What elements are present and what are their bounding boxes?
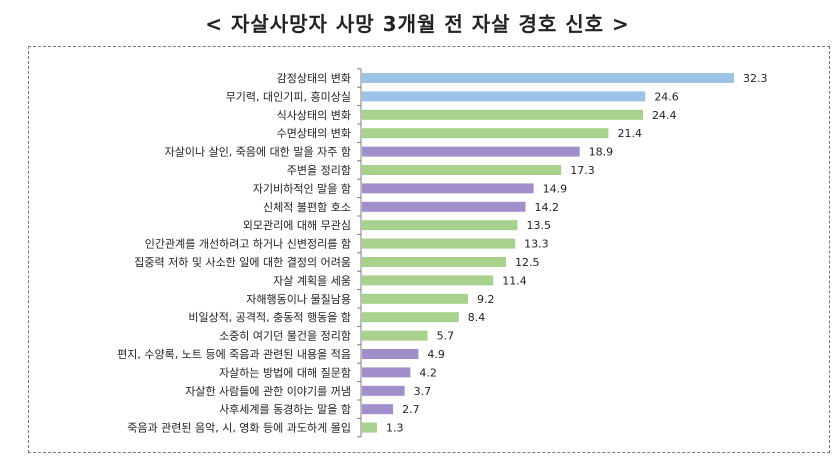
bar [362,128,609,139]
data-label: 14.2 [535,201,560,214]
category-label: 수면상태의 변화 [277,127,351,140]
bar [362,165,562,175]
category-label: 감정상태의 변화 [277,72,351,85]
bar [362,385,405,396]
data-label: 12.5 [515,256,540,269]
data-label: 11.4 [502,274,527,287]
category-label: 자해행동이나 물질남용 [246,292,351,306]
chart-frame: 감정상태의 변화 32.3 무기력, 대인기피, 흥미상실 24.6 식사상태의 변화 2… [28,46,830,453]
data-label: 13.3 [524,238,549,251]
bar [362,275,494,286]
category-label: 외모관리에 대해 무관심 [243,218,351,232]
bar [362,404,394,415]
data-label: 18.9 [589,146,614,159]
bar [362,422,377,433]
category-label: 편지, 수양록, 노트 등에 죽음과 관련된 내용을 적음 [117,348,351,361]
data-label: 24.6 [654,90,679,103]
bar [362,349,419,359]
data-label: 32.3 [743,72,768,85]
data-label: 3.7 [414,385,432,398]
category-label: 집중력 저하 및 사소한 일에 대한 결정의 어려움 [134,255,351,269]
bar [362,146,580,157]
data-label: 9.2 [477,293,495,306]
data-label: 2.7 [402,403,420,416]
data-label: 17.3 [570,164,595,177]
category-label: 신체적 불편함 호소 [263,201,351,214]
category-label: 자살이나 살인, 죽음에 대한 말을 자주 함 [165,146,351,159]
data-label: 13.5 [526,219,551,232]
bar [362,109,644,120]
category-label: 인간관계를 개선하려고 하거나 신변정리를 함 [145,237,351,251]
bar [362,220,518,231]
category-label: 죽음과 관련된 음악, 시, 영화 등에 과도하게 몰입 [127,421,351,435]
category-label: 무기력, 대인기피, 흥미상실 [226,89,351,103]
data-label: 4.2 [419,366,437,379]
data-label: 1.3 [386,422,404,435]
bar [362,293,468,304]
category-label: 식사상태의 변화 [277,109,351,122]
chart-title: < 자살사망자 사망 3개월 전 자살 경호 신호 > [205,12,630,36]
bar [362,183,534,194]
bar [362,257,506,267]
category-label: 자기비하적인 말을 함 [253,181,351,195]
data-label: 24.4 [652,109,677,122]
category-label: 사후세계를 동경하는 말을 함 [219,402,351,416]
category-label: 자살한 사람들에 관한 이야기를 꺼냄 [185,385,351,398]
bar [362,91,646,102]
category-label: 소중히 여기던 물건을 정리함 [219,329,351,343]
data-label: 21.4 [617,127,642,140]
data-label: 8.4 [468,311,486,324]
category-label: 자살 계획을 세움 [273,274,351,287]
bar [362,73,734,83]
bar [362,201,526,212]
bar-chart: 감정상태의 변화 32.3 무기력, 대인기피, 흥미상실 24.6 식사상태의 변화 2… [117,68,768,438]
data-label: 4.9 [427,348,445,361]
bar [362,312,459,323]
category-label: 자살하는 방법에 대해 질문함 [219,365,351,379]
category-label: 주변을 정리함 [287,164,351,177]
bar [362,367,411,378]
bar [362,238,516,249]
bar [362,330,428,341]
data-label: 5.7 [437,330,455,343]
data-label: 14.9 [543,182,568,195]
category-label: 비일상적, 공격적, 충동적 행동을 함 [188,310,351,324]
